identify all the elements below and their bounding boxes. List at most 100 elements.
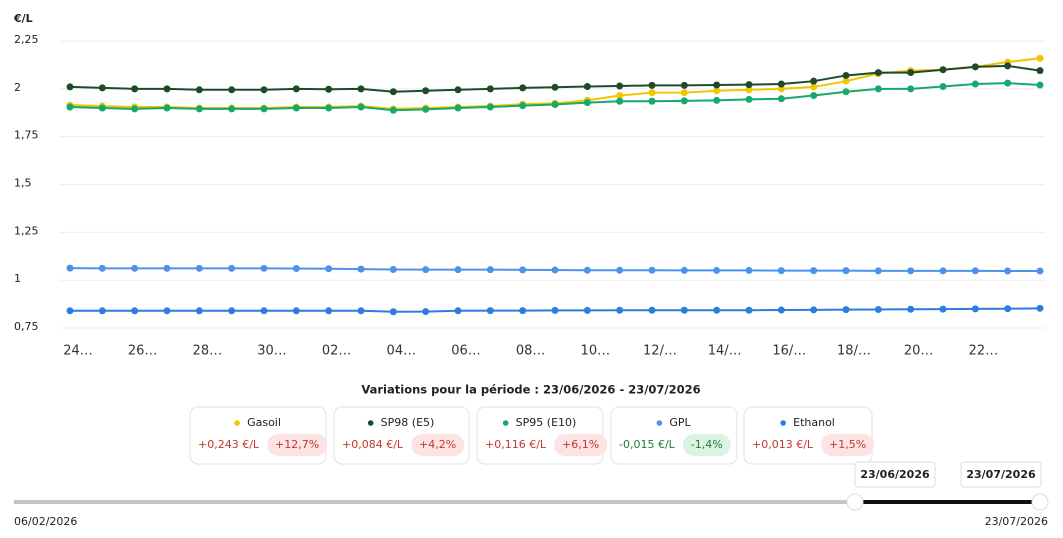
variation-pill [821, 434, 875, 456]
data-point [486, 307, 494, 315]
data-point [1004, 62, 1012, 70]
legend-dot [367, 420, 374, 426]
x-tick-label: 30… [257, 344, 287, 359]
data-point [260, 264, 268, 272]
data-point [131, 264, 139, 272]
data-point [583, 306, 591, 314]
data-point [713, 81, 721, 89]
data-point [874, 85, 882, 93]
data-point [551, 101, 559, 109]
data-point [389, 308, 397, 316]
data-point [195, 105, 203, 113]
data-point [713, 306, 721, 314]
data-point [616, 266, 624, 274]
data-point [228, 105, 236, 113]
data-point [810, 306, 818, 314]
variation-pct: +4,2% [419, 438, 456, 451]
data-point [454, 307, 462, 315]
data-point [1004, 267, 1012, 275]
data-point [1036, 54, 1044, 62]
data-point [357, 307, 365, 315]
slider-knob[interactable] [846, 493, 864, 511]
variation-pct: +12,7% [275, 438, 319, 451]
variation-pill [411, 434, 465, 456]
x-tick-label: 10… [581, 344, 611, 359]
data-point [680, 89, 688, 97]
y-tick-label: 2 [14, 81, 21, 94]
x-tick-label: 22… [969, 344, 999, 359]
data-point [939, 66, 947, 74]
legend-label: SP95 (E10) [516, 416, 577, 429]
data-point [66, 307, 74, 315]
data-point [163, 307, 171, 315]
slider-knob[interactable] [1031, 493, 1049, 511]
variation-pill [554, 434, 608, 456]
data-point [680, 97, 688, 105]
data-point [454, 86, 462, 94]
data-point [745, 266, 753, 274]
data-point [583, 83, 591, 91]
data-point [1036, 304, 1044, 312]
data-point [680, 81, 688, 89]
data-point [939, 83, 947, 91]
data-point [389, 106, 397, 114]
data-point [680, 266, 688, 274]
data-point [195, 264, 203, 272]
y-tick-label: 1 [14, 272, 21, 285]
data-point [163, 104, 171, 112]
data-point [777, 306, 785, 314]
data-point [325, 307, 333, 315]
x-tick-label: 20… [904, 344, 934, 359]
data-point [1036, 267, 1044, 275]
data-point [1036, 67, 1044, 75]
legend-label: Gasoil [247, 416, 281, 429]
variation-pct: +6,1% [562, 438, 599, 451]
data-point [616, 92, 624, 100]
data-point [195, 307, 203, 315]
data-point [292, 104, 300, 112]
data-point [66, 83, 74, 91]
data-point [163, 85, 171, 93]
data-point [907, 267, 915, 275]
data-point [907, 305, 915, 313]
data-point [325, 265, 333, 273]
data-point [389, 265, 397, 273]
data-point [357, 265, 365, 273]
data-point [422, 266, 430, 274]
data-point [422, 308, 430, 316]
data-point [583, 99, 591, 107]
variation: +0,243 €/L [198, 438, 260, 451]
data-point [810, 267, 818, 275]
variation: +0,013 €/L [752, 438, 814, 451]
data-point [519, 102, 527, 110]
data-point [519, 307, 527, 315]
data-point [713, 87, 721, 95]
variations-title: Variations pour la période : 23/06/2026 … [361, 383, 700, 397]
data-point [874, 69, 882, 77]
data-point [131, 105, 139, 113]
data-point [907, 69, 915, 77]
x-tick-label: 18/… [837, 344, 871, 359]
slider-min-label: 06/02/2026 [14, 515, 77, 528]
data-point [648, 306, 656, 314]
data-point [163, 264, 171, 272]
y-tick-label: 2,25 [14, 33, 39, 46]
legend-card: SP95 (E10) +0,116 €/L +6,1% [476, 406, 608, 465]
data-point [648, 89, 656, 97]
slider-tooltip-label: 23/06/2026 [860, 468, 930, 481]
legend-dot [780, 420, 786, 426]
x-tick-label: 14/… [708, 344, 742, 359]
slider-tooltip [854, 461, 936, 488]
data-point [422, 87, 430, 95]
data-point [810, 83, 818, 91]
data-point [454, 266, 462, 274]
data-point [810, 92, 818, 100]
variation-pct: -1,4% [691, 438, 723, 451]
data-point [616, 97, 624, 105]
variation-pill [682, 434, 731, 456]
data-point [842, 267, 850, 275]
data-point [1036, 81, 1044, 89]
variation: -0,015 €/L [619, 438, 676, 451]
data-point [616, 82, 624, 90]
